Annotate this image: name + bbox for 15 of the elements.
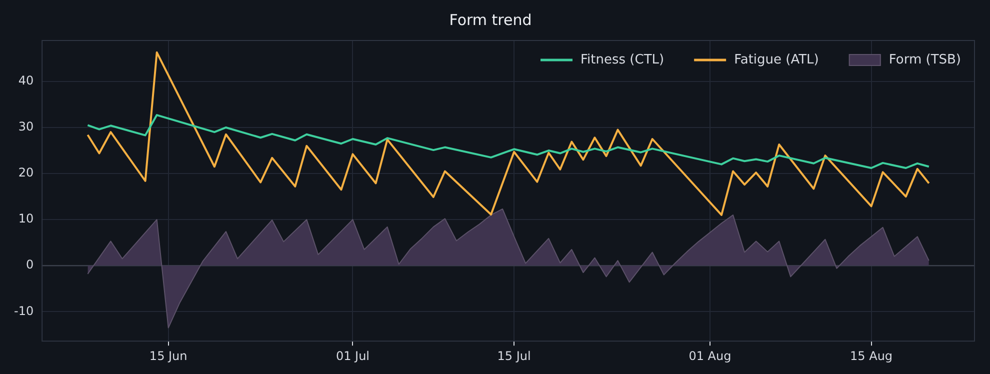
x-tick-label: 01 Jul (336, 348, 370, 363)
y-tick-label: 20 (18, 166, 34, 180)
y-tick-label: 0 (26, 258, 34, 272)
x-tick-label: 15 Jun (149, 348, 188, 363)
x-tick-label: 15 Aug (850, 348, 893, 363)
x-tick-label: 01 Aug (688, 348, 732, 363)
chart-title: Form trend (449, 10, 532, 29)
x-tick-label: 15 Jul (497, 348, 531, 363)
legend-label: Fatigue (ATL) (734, 52, 819, 68)
y-tick-label: -10 (14, 304, 34, 318)
legend-label: Form (TSB) (888, 52, 962, 68)
y-tick-label: 30 (18, 120, 34, 134)
y-tick-label: 10 (18, 212, 34, 226)
legend-label: Fitness (CTL) (580, 52, 664, 68)
y-tick-label: 40 (18, 74, 34, 88)
